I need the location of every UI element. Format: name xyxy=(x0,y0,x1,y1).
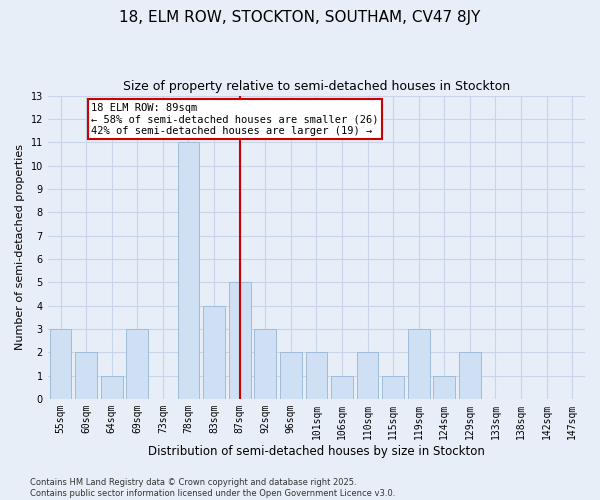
Text: 18 ELM ROW: 89sqm
← 58% of semi-detached houses are smaller (26)
42% of semi-det: 18 ELM ROW: 89sqm ← 58% of semi-detached… xyxy=(91,102,379,136)
Bar xyxy=(254,329,276,399)
Bar xyxy=(203,306,225,399)
Bar xyxy=(229,282,251,399)
Bar xyxy=(382,376,404,399)
Bar xyxy=(331,376,353,399)
X-axis label: Distribution of semi-detached houses by size in Stockton: Distribution of semi-detached houses by … xyxy=(148,444,485,458)
Title: Size of property relative to semi-detached houses in Stockton: Size of property relative to semi-detach… xyxy=(123,80,510,93)
Bar xyxy=(305,352,327,399)
Bar xyxy=(127,329,148,399)
Bar xyxy=(178,142,199,399)
Bar xyxy=(101,376,122,399)
Text: Contains HM Land Registry data © Crown copyright and database right 2025.
Contai: Contains HM Land Registry data © Crown c… xyxy=(30,478,395,498)
Bar xyxy=(50,329,71,399)
Bar xyxy=(433,376,455,399)
Y-axis label: Number of semi-detached properties: Number of semi-detached properties xyxy=(15,144,25,350)
Bar xyxy=(75,352,97,399)
Bar xyxy=(459,352,481,399)
Bar xyxy=(280,352,302,399)
Bar xyxy=(408,329,430,399)
Text: 18, ELM ROW, STOCKTON, SOUTHAM, CV47 8JY: 18, ELM ROW, STOCKTON, SOUTHAM, CV47 8JY xyxy=(119,10,481,25)
Bar xyxy=(356,352,379,399)
